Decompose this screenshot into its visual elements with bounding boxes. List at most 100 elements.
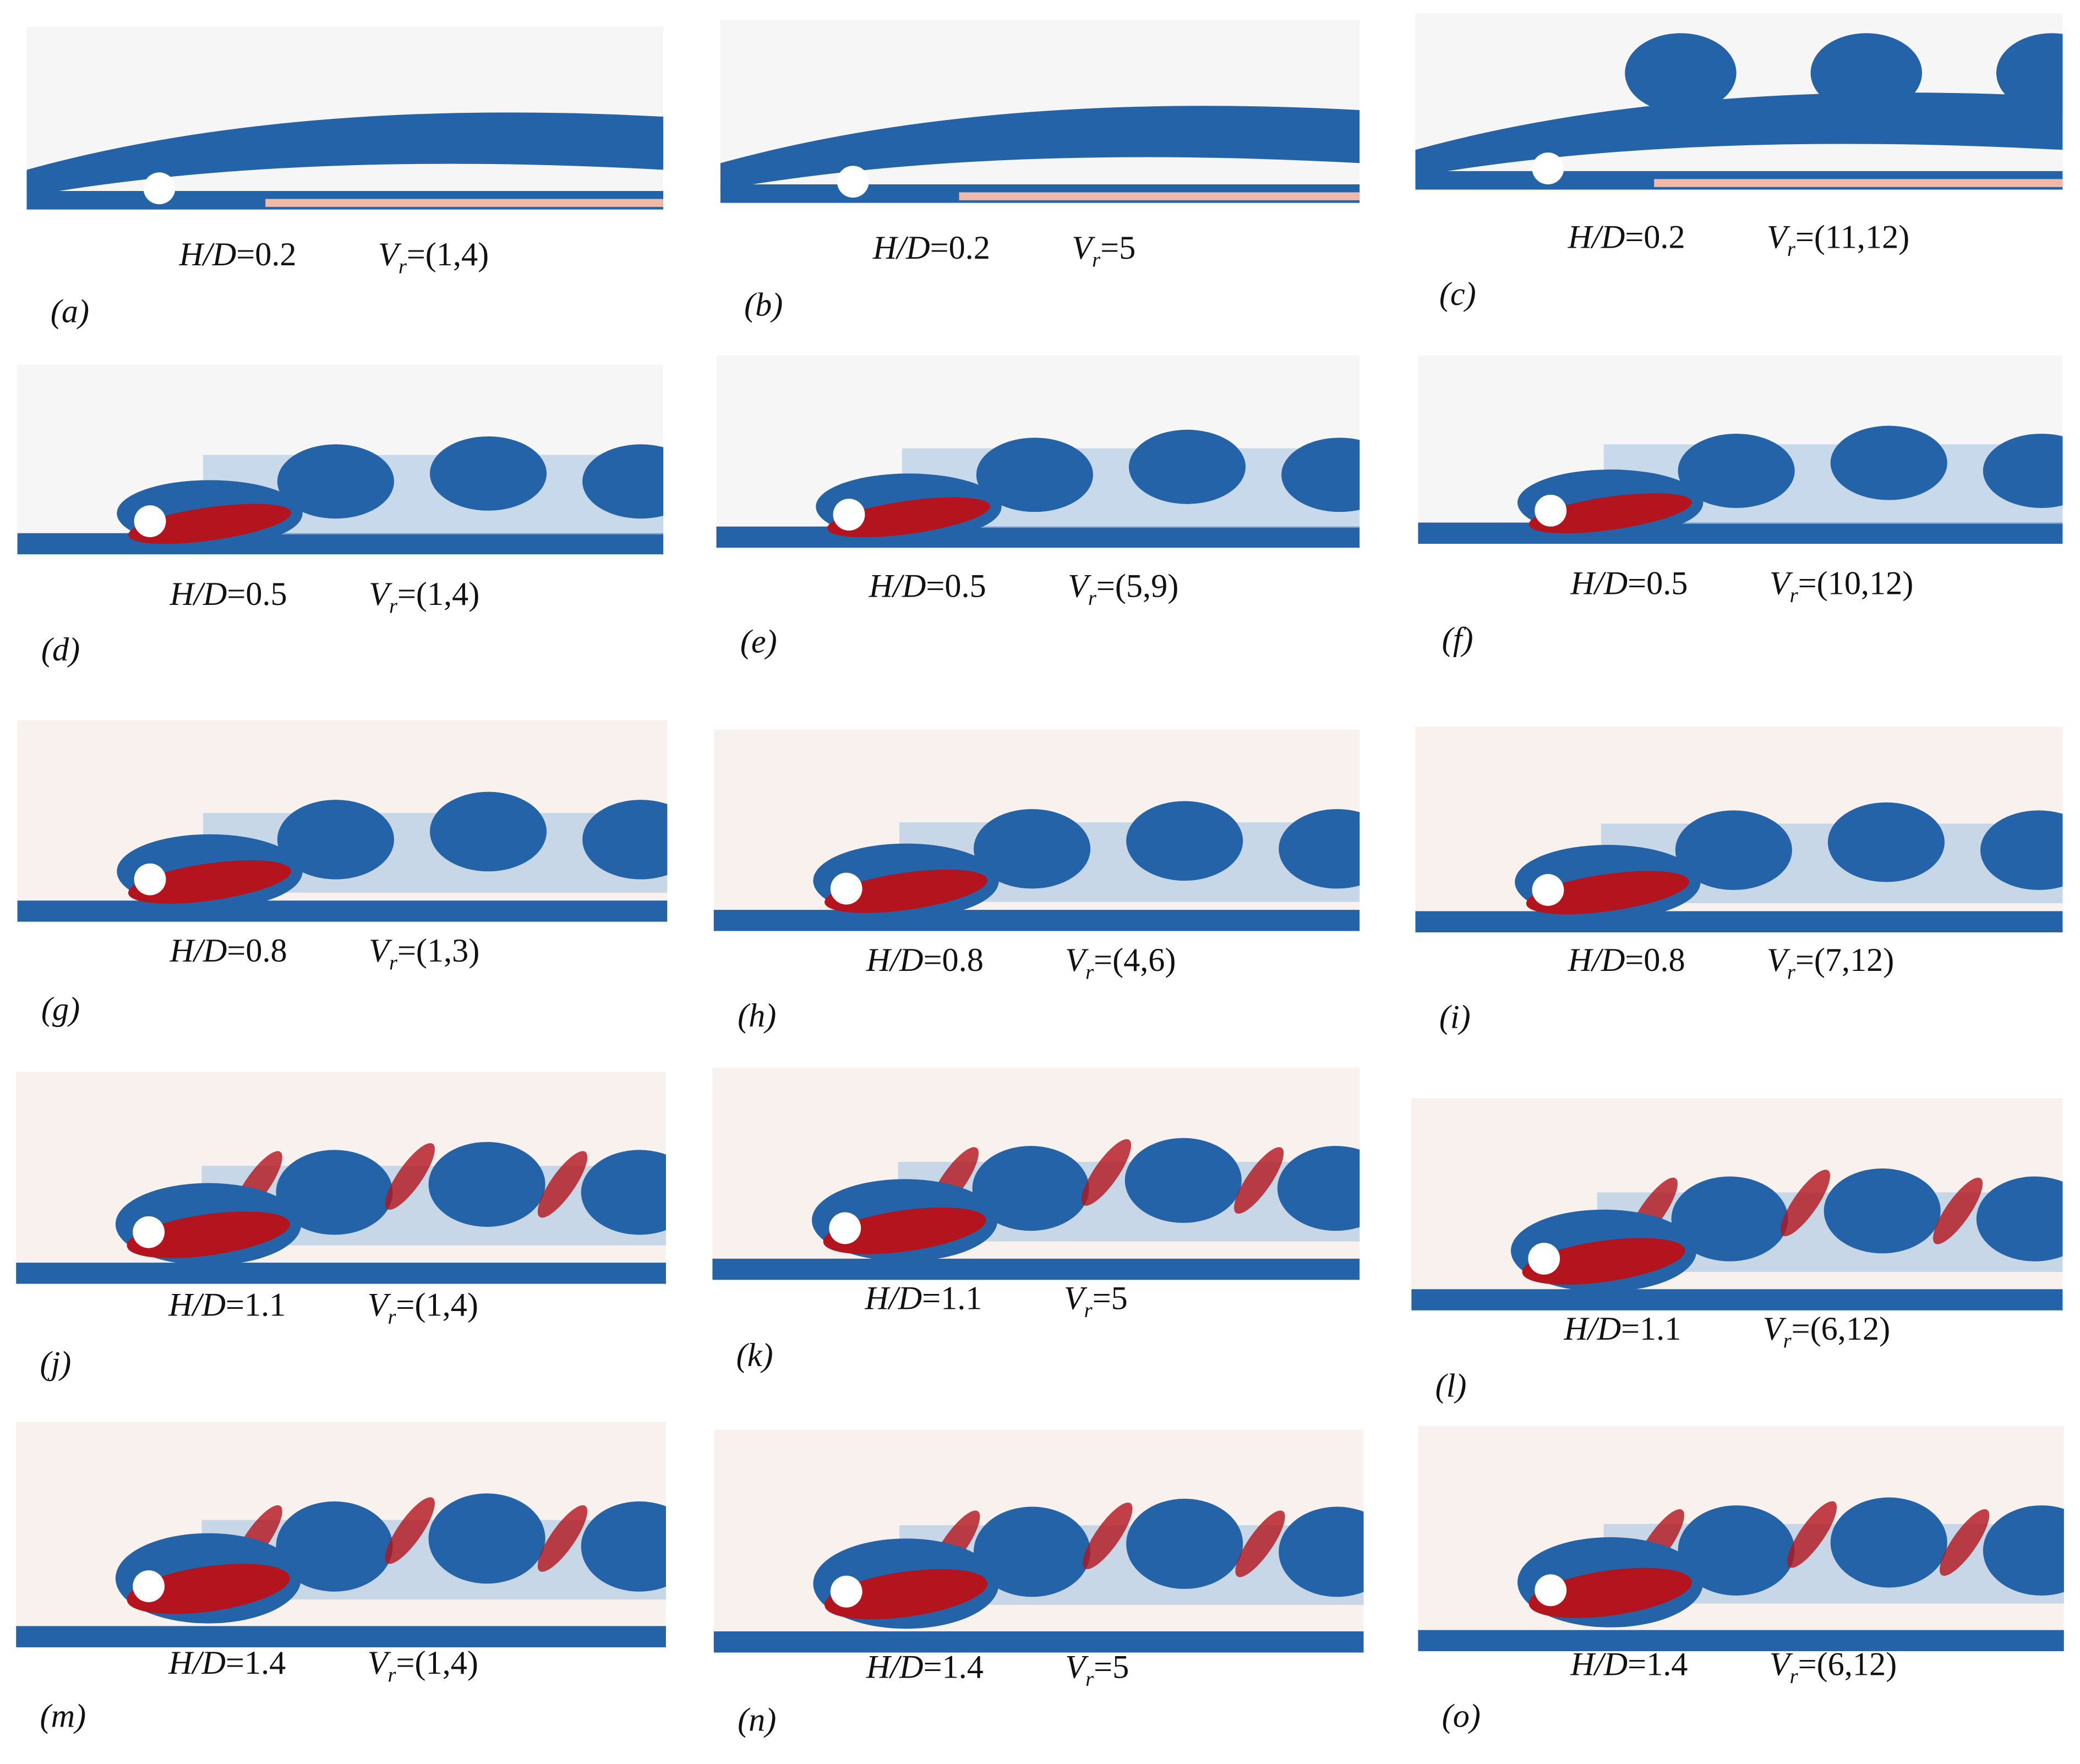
vr-value: =(6,12) [1798, 1646, 1897, 1683]
vortex [1671, 1176, 1788, 1261]
hd-label: H/D=0.5 [869, 567, 986, 604]
vortex [428, 1493, 545, 1584]
hd-value: =0.2 [236, 236, 296, 273]
vortex-red [1780, 1170, 1831, 1237]
vortex-red [537, 1505, 588, 1572]
vr-subscript: r [1085, 1668, 1094, 1691]
vortex [1827, 802, 1945, 882]
vortex [972, 1146, 1089, 1231]
hd-label: H/D=0.8 [170, 932, 287, 969]
vr-symbol: V [378, 236, 402, 273]
cylinder [833, 499, 865, 531]
cylinder [1535, 1574, 1567, 1607]
red-shear [1526, 871, 1689, 915]
hd-value: =1.4 [1628, 1646, 1688, 1683]
vr-subscript: r [1084, 1299, 1093, 1322]
vr-symbol: V [1064, 1280, 1088, 1317]
panel: H/D=1.4 Vr=5 (n) [713, 1429, 1364, 1739]
vortex [1830, 425, 1947, 500]
vortex [974, 1506, 1091, 1597]
panel-label: (b) [744, 287, 783, 324]
vr-subscript: r [388, 1664, 397, 1687]
vortex [1983, 1505, 2064, 1596]
panel: H/D=0.5 Vr=(10,12) (f) [1418, 355, 2063, 658]
vr-symbol: V [368, 1286, 391, 1323]
vr-value: =5 [1094, 1648, 1129, 1685]
red-layer [1654, 179, 2063, 187]
vr-value: =5 [1093, 1280, 1128, 1317]
vr-symbol: V [1068, 567, 1091, 604]
vortex [1678, 433, 1795, 508]
wall-band [1418, 1630, 2064, 1652]
vr-label: Vr=(1,4) [369, 576, 479, 618]
shear-layer [1415, 92, 2063, 177]
red-shear [128, 860, 292, 904]
vortex [1281, 438, 1360, 512]
flow-field [16, 1072, 666, 1284]
vr-symbol: V [1767, 942, 1790, 979]
hd-symbol: H/D [869, 567, 926, 604]
vortex [428, 1142, 545, 1227]
vortex [1128, 429, 1246, 504]
cylinder [133, 1216, 165, 1248]
hd-value: =0.8 [1625, 942, 1685, 979]
panel: H/D=1.1 Vr=5 (k) [712, 1067, 1360, 1374]
hd-symbol: H/D [872, 230, 930, 266]
panel: H/D=1.1 Vr=(6,12) (l) [1411, 1098, 2063, 1404]
panel-label: (a) [51, 293, 89, 330]
vr-label: Vr=5 [1065, 1648, 1129, 1690]
vortex [1279, 809, 1360, 889]
hd-symbol: H/D [1568, 219, 1625, 256]
vortex [276, 1150, 393, 1235]
vr-subscript: r [1790, 584, 1799, 607]
panel: H/D=1.1 Vr=(1,4) (j) [16, 1072, 666, 1382]
flow-field [713, 1429, 1364, 1653]
hd-value: =0.2 [930, 230, 990, 266]
hd-label: H/D=0.2 [1568, 219, 1685, 256]
hd-symbol: H/D [168, 1645, 226, 1681]
vr-subscript: r [1783, 1329, 1792, 1352]
vortex [1675, 810, 1792, 890]
vr-label: Vr=(6,12) [1770, 1646, 1897, 1688]
panel-label: (m) [40, 1698, 86, 1735]
wall-band [1418, 522, 2063, 544]
hd-symbol: H/D [1570, 565, 1628, 602]
hd-symbol: H/D [1568, 942, 1625, 979]
flow-field [26, 26, 664, 210]
red-layer [265, 199, 664, 207]
panel: H/D=0.8 Vr=(1,3) (g) [17, 720, 668, 1028]
flow-field [720, 20, 1360, 203]
vr-value: =(5,9) [1096, 567, 1178, 604]
panel-label: (o) [1442, 1698, 1481, 1735]
vortex [1824, 1168, 1941, 1254]
hd-symbol: H/D [866, 942, 924, 979]
hd-symbol: H/D [170, 932, 227, 969]
hd-symbol: H/D [1563, 1310, 1621, 1347]
cylinder [143, 172, 176, 205]
panel: H/D=0.2 Vr=5 (b) [720, 20, 1360, 324]
vr-subscript: r [389, 594, 398, 618]
red-shear [127, 1564, 290, 1614]
hd-value: =1.1 [922, 1280, 982, 1317]
red-shear [825, 870, 988, 913]
vr-subscript: r [1088, 587, 1097, 610]
hd-symbol: H/D [170, 576, 227, 613]
flow-field [16, 1422, 666, 1647]
vr-subscript: r [389, 952, 398, 975]
hd-symbol: H/D [179, 236, 237, 273]
flow-field [712, 1067, 1360, 1280]
hd-value: =0.5 [227, 576, 287, 613]
vr-subscript: r [1092, 248, 1101, 271]
hd-value: =0.8 [924, 942, 984, 979]
vortex-red [385, 1497, 435, 1564]
hd-value: =1.1 [226, 1286, 286, 1323]
vortex [277, 800, 394, 880]
vr-value: =5 [1100, 230, 1135, 266]
vortex [276, 1501, 393, 1592]
vr-value: =(4,6) [1094, 942, 1176, 979]
panel-label: (i) [1439, 999, 1471, 1036]
vortex [1625, 33, 1737, 113]
vr-label: Vr=(6,12) [1763, 1310, 1890, 1352]
vr-label: Vr=(11,12) [1767, 219, 1909, 261]
flow-field [716, 355, 1360, 548]
